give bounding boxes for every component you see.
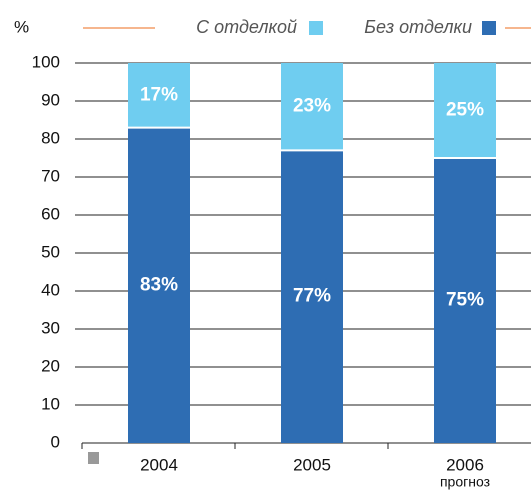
y-tick-label: 40 (41, 280, 60, 299)
y-axis-label: % (14, 17, 29, 36)
y-tick-label: 90 (41, 90, 60, 109)
y-tick-label: 70 (41, 166, 60, 185)
value-label: 77% (293, 286, 331, 307)
legend-label: Без отделки (364, 17, 472, 37)
y-tick-label: 20 (41, 356, 60, 375)
forecast-label: прогноз (440, 474, 490, 490)
value-label: 23% (293, 96, 331, 117)
legend-label: С отделкой (196, 17, 297, 37)
bar-segment (434, 158, 496, 443)
y-tick-label: 60 (41, 204, 60, 223)
legend-swatch (309, 21, 323, 35)
value-label: 83% (140, 274, 178, 295)
y-tick-label: 50 (41, 242, 60, 261)
value-label: 75% (446, 290, 484, 311)
bar-segment (281, 63, 343, 151)
value-label: 25% (446, 100, 484, 121)
x-tick-label: 2004 (140, 455, 178, 474)
bar-segment (434, 63, 496, 158)
bar-segment (128, 127, 190, 443)
y-tick-label: 10 (41, 394, 60, 413)
x-tick-label: 2006 (446, 455, 484, 474)
y-tick-label: 80 (41, 128, 60, 147)
value-label: 17% (140, 84, 178, 105)
x-tick-label: 2005 (293, 455, 331, 474)
corner-square (88, 452, 99, 464)
y-tick-label: 0 (51, 432, 60, 451)
bar-segment (128, 63, 190, 128)
bar-segment (281, 150, 343, 443)
y-tick-label: 30 (41, 318, 60, 337)
legend-swatch (482, 21, 496, 35)
y-tick-label: 100 (32, 52, 60, 71)
